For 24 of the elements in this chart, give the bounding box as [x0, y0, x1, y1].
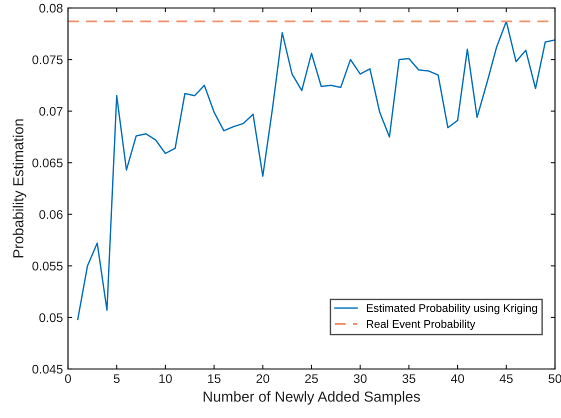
- x-tick-label: 5: [114, 374, 120, 384]
- x-tick-label: 0: [65, 374, 71, 384]
- x-axis-title: Number of Newly Added Samples: [204, 391, 420, 405]
- y-tick-label: 0.08: [39, 4, 63, 13]
- legend-label: Estimated Probability using Kriging: [366, 304, 537, 314]
- x-tick-label: 30: [354, 374, 367, 384]
- y-tick-label: 0.05: [39, 313, 63, 322]
- y-axis-title: Probability Estimation: [12, 119, 26, 258]
- x-tick-label: 50: [548, 374, 561, 384]
- y-tick-label: 0.07: [39, 106, 63, 116]
- y-tick-label: 0.055: [32, 262, 63, 271]
- legend-label: Real Event Probability: [366, 320, 476, 330]
- y-tick-label: 0.045: [32, 364, 63, 374]
- y-tick-label: 0.06: [39, 210, 63, 219]
- x-tick-label: 35: [402, 374, 416, 384]
- line-series: [77, 20, 555, 320]
- x-tick-label: 10: [159, 374, 172, 384]
- y-tick-label: 0.065: [32, 158, 63, 168]
- x-tick-label: 40: [450, 374, 464, 384]
- x-tick-label: 15: [208, 374, 221, 384]
- x-tick-label: 45: [500, 374, 513, 384]
- y-tick-label: 0.075: [32, 55, 63, 64]
- x-tick-label: 25: [305, 374, 318, 384]
- x-tick-label: 20: [256, 374, 270, 384]
